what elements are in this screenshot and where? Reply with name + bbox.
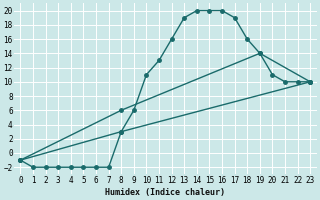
X-axis label: Humidex (Indice chaleur): Humidex (Indice chaleur) <box>105 188 225 197</box>
